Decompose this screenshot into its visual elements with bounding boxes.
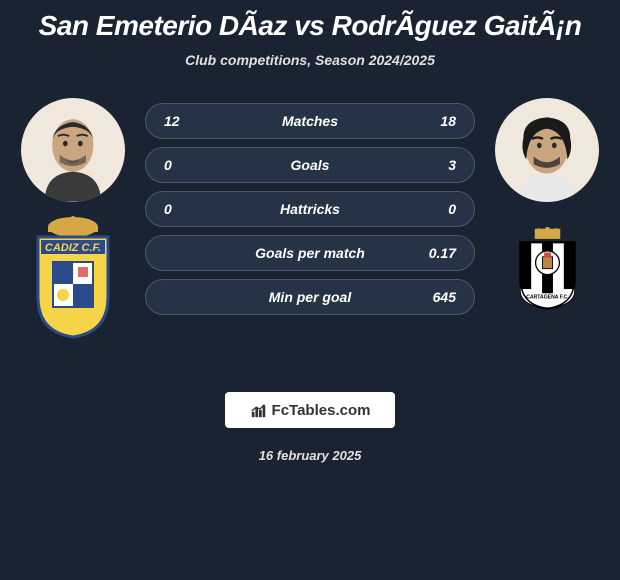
- stat-row-goals: 0 Goals 3: [145, 147, 475, 183]
- shield-right-icon: CARTAGENA F.C.: [505, 227, 590, 312]
- stat-row-hattricks: 0 Hattricks 0: [145, 191, 475, 227]
- svg-text:CADIZ C.F.: CADIZ C.F.: [45, 242, 101, 254]
- stat-left-value: 12: [164, 113, 194, 129]
- stat-right-value: 0: [426, 201, 456, 217]
- stat-right-value: 645: [426, 289, 456, 305]
- comparison-content: CADIZ C.F. 12 Matches 18 0 Goals 3: [0, 98, 620, 342]
- stat-label: Min per goal: [194, 289, 426, 305]
- brand-logo-text: FcTables.com: [272, 402, 371, 419]
- stat-left-value: 0: [164, 201, 194, 217]
- stat-left-value: 0: [164, 157, 194, 173]
- stat-row-matches: 12 Matches 18: [145, 103, 475, 139]
- stat-row-min-per-goal: Min per goal 645: [145, 279, 475, 315]
- player-right-column: CARTAGENA F.C.: [495, 98, 599, 312]
- page-title: San Emeterio DÃ­az vs RodrÃ­guez GaitÃ¡n: [0, 0, 620, 52]
- avatar-left-icon: [26, 108, 120, 202]
- stat-row-goals-per-match: Goals per match 0.17: [145, 235, 475, 271]
- date-text: 16 february 2025: [0, 448, 620, 463]
- chart-icon: [250, 401, 268, 419]
- stat-label: Goals per match: [194, 245, 426, 261]
- stat-label: Hattricks: [194, 201, 426, 217]
- stat-right-value: 0.17: [426, 245, 456, 261]
- player-left-avatar: [21, 98, 125, 202]
- subtitle: Club competitions, Season 2024/2025: [0, 52, 620, 68]
- club-left-logo: CADIZ C.F.: [23, 212, 123, 342]
- stat-right-value: 18: [426, 113, 456, 129]
- stat-label: Matches: [194, 113, 426, 129]
- avatar-right-icon: [500, 108, 594, 202]
- brand-logo-box[interactable]: FcTables.com: [225, 392, 395, 428]
- svg-text:CARTAGENA F.C.: CARTAGENA F.C.: [526, 294, 569, 300]
- club-right-logo: CARTAGENA F.C.: [505, 227, 590, 312]
- stat-label: Goals: [194, 157, 426, 173]
- shield-left-icon: CADIZ C.F.: [23, 212, 123, 342]
- player-left-column: CADIZ C.F.: [21, 98, 125, 342]
- stats-column: 12 Matches 18 0 Goals 3 0 Hattricks 0 Go…: [145, 103, 475, 315]
- player-right-avatar: [495, 98, 599, 202]
- stat-right-value: 3: [426, 157, 456, 173]
